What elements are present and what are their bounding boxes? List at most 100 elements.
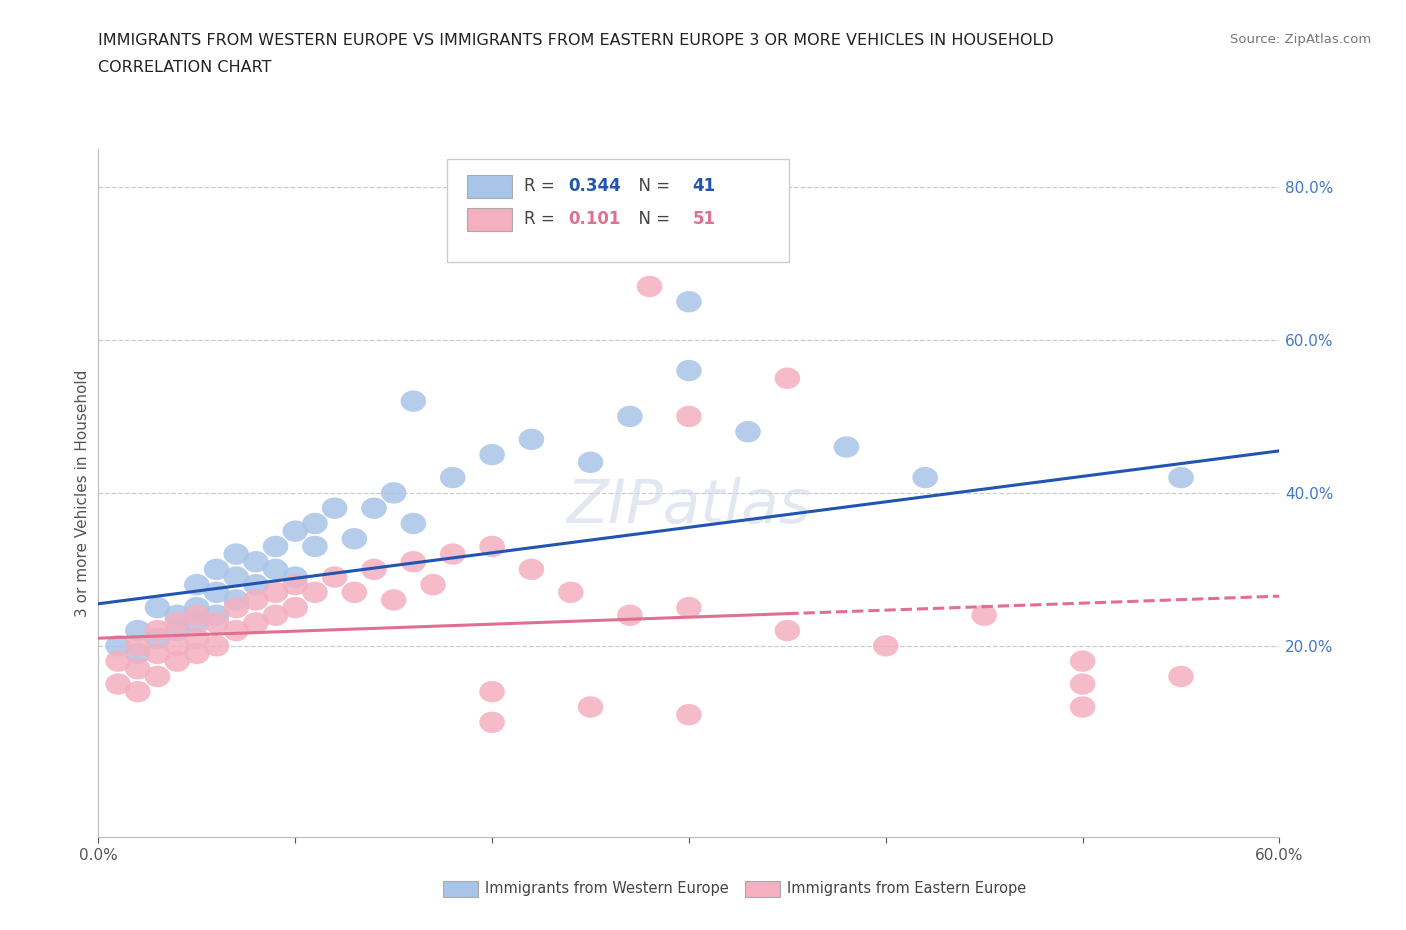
Ellipse shape [873, 635, 898, 657]
Ellipse shape [204, 635, 229, 657]
Ellipse shape [145, 643, 170, 664]
Ellipse shape [184, 612, 209, 633]
Ellipse shape [676, 360, 702, 381]
Ellipse shape [479, 681, 505, 702]
Ellipse shape [676, 704, 702, 725]
Ellipse shape [224, 619, 249, 642]
Ellipse shape [224, 543, 249, 565]
Ellipse shape [302, 536, 328, 557]
Ellipse shape [263, 536, 288, 557]
Ellipse shape [479, 536, 505, 557]
Ellipse shape [243, 612, 269, 633]
Ellipse shape [263, 559, 288, 580]
Ellipse shape [420, 574, 446, 595]
Ellipse shape [1168, 666, 1194, 687]
Ellipse shape [125, 681, 150, 702]
Ellipse shape [145, 666, 170, 687]
Ellipse shape [184, 597, 209, 618]
Ellipse shape [361, 498, 387, 519]
Ellipse shape [1168, 467, 1194, 488]
Ellipse shape [224, 597, 249, 618]
Ellipse shape [676, 405, 702, 427]
Ellipse shape [519, 429, 544, 450]
Ellipse shape [224, 566, 249, 588]
Ellipse shape [479, 444, 505, 465]
Ellipse shape [578, 452, 603, 473]
Ellipse shape [204, 612, 229, 633]
Text: Immigrants from Eastern Europe: Immigrants from Eastern Europe [787, 881, 1026, 896]
Ellipse shape [676, 597, 702, 618]
Ellipse shape [912, 467, 938, 488]
Ellipse shape [165, 619, 190, 642]
Ellipse shape [105, 673, 131, 695]
Ellipse shape [558, 581, 583, 603]
Text: 41: 41 [693, 177, 716, 195]
Ellipse shape [145, 597, 170, 618]
Ellipse shape [165, 612, 190, 633]
Ellipse shape [184, 574, 209, 595]
Ellipse shape [145, 619, 170, 642]
Ellipse shape [165, 604, 190, 626]
Ellipse shape [972, 604, 997, 626]
Ellipse shape [381, 590, 406, 611]
Text: N =: N = [627, 210, 675, 228]
Ellipse shape [165, 650, 190, 671]
Ellipse shape [775, 367, 800, 389]
Ellipse shape [224, 590, 249, 611]
Ellipse shape [440, 543, 465, 565]
Ellipse shape [479, 711, 505, 733]
Ellipse shape [775, 619, 800, 642]
Text: 0.101: 0.101 [568, 210, 621, 228]
Ellipse shape [125, 635, 150, 657]
FancyBboxPatch shape [467, 208, 512, 232]
Ellipse shape [322, 498, 347, 519]
Ellipse shape [125, 619, 150, 642]
Ellipse shape [204, 581, 229, 603]
Ellipse shape [1070, 650, 1095, 671]
Ellipse shape [676, 291, 702, 312]
Ellipse shape [283, 574, 308, 595]
Ellipse shape [1070, 697, 1095, 718]
Text: ZIPatlas: ZIPatlas [567, 477, 811, 537]
Ellipse shape [184, 604, 209, 626]
Ellipse shape [361, 559, 387, 580]
Ellipse shape [283, 566, 308, 588]
Ellipse shape [401, 512, 426, 534]
Text: CORRELATION CHART: CORRELATION CHART [98, 60, 271, 75]
Ellipse shape [165, 635, 190, 657]
Text: Immigrants from Western Europe: Immigrants from Western Europe [485, 881, 728, 896]
Ellipse shape [125, 643, 150, 664]
Ellipse shape [617, 405, 643, 427]
Text: Source: ZipAtlas.com: Source: ZipAtlas.com [1230, 33, 1371, 46]
Ellipse shape [243, 551, 269, 573]
Ellipse shape [735, 421, 761, 443]
Ellipse shape [1070, 673, 1095, 695]
Ellipse shape [105, 635, 131, 657]
Ellipse shape [302, 581, 328, 603]
Ellipse shape [204, 559, 229, 580]
Ellipse shape [637, 275, 662, 298]
Text: 0.344: 0.344 [568, 177, 621, 195]
Ellipse shape [204, 604, 229, 626]
Ellipse shape [401, 551, 426, 573]
Ellipse shape [125, 658, 150, 680]
Ellipse shape [283, 597, 308, 618]
Ellipse shape [617, 604, 643, 626]
Text: N =: N = [627, 177, 675, 195]
Ellipse shape [401, 391, 426, 412]
Ellipse shape [145, 628, 170, 649]
Text: R =: R = [523, 177, 560, 195]
FancyBboxPatch shape [447, 159, 789, 262]
Ellipse shape [440, 467, 465, 488]
Ellipse shape [243, 574, 269, 595]
Ellipse shape [283, 521, 308, 542]
Text: 51: 51 [693, 210, 716, 228]
Ellipse shape [381, 482, 406, 504]
Ellipse shape [243, 590, 269, 611]
Ellipse shape [322, 566, 347, 588]
Ellipse shape [578, 697, 603, 718]
Ellipse shape [519, 559, 544, 580]
FancyBboxPatch shape [467, 175, 512, 198]
Ellipse shape [342, 581, 367, 603]
Text: R =: R = [523, 210, 565, 228]
